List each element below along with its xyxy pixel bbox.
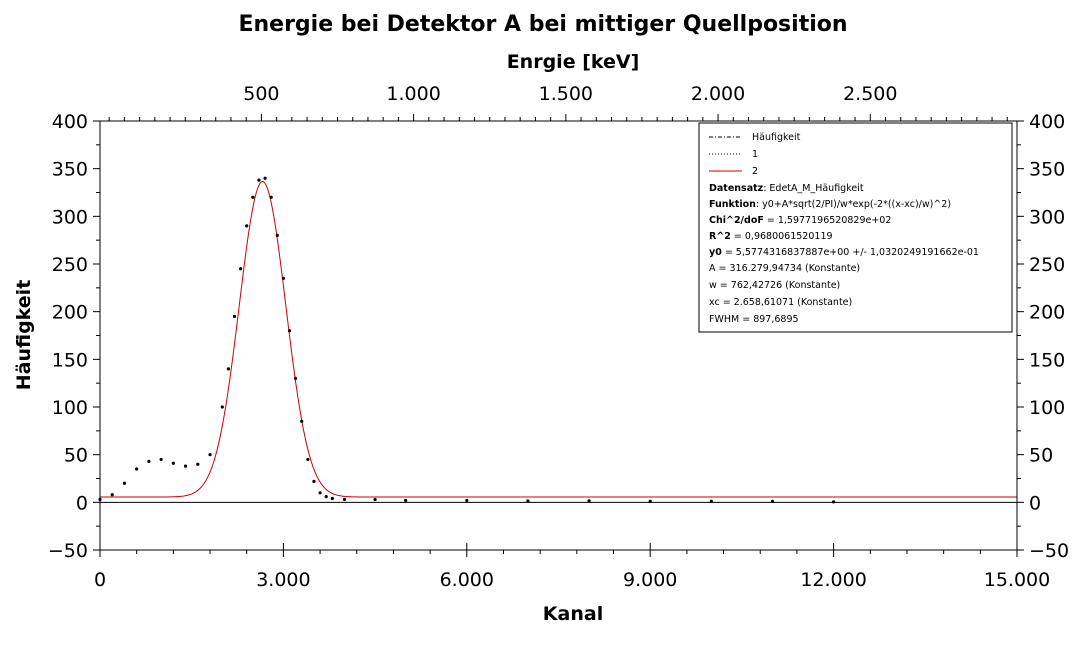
y-tick-label: −50 [48,540,88,562]
x-tick-label: 6.000 [440,569,494,591]
legend-label-haeufigkeit: Häufigkeit [752,132,801,143]
y-tick-label-right: 250 [1029,254,1065,276]
y-tick-label-right: 300 [1029,206,1065,228]
data-point [245,224,249,228]
y-tick-label: 0 [76,492,88,514]
fit-curve [100,181,1017,498]
data-point [183,464,188,468]
x-tick-label: 12.000 [800,569,866,591]
data-point [159,457,163,462]
data-point [171,461,175,465]
data-point [465,498,469,503]
y-tick-label-right: 400 [1029,111,1065,133]
legend-stat-y0: y0 = 5,5774316837887e+00 +/- 1,032024919… [709,247,979,258]
x-tick-label: 3.000 [256,569,310,591]
y-tick-label: 300 [52,206,88,228]
legend-stat-datensatz: Datensatz: EdetA_M_Häufigkeit [709,183,864,194]
y-tick-label: 250 [52,254,88,276]
data-point [257,178,261,182]
legend-stat-r2: R^2 = 0,9680061520119 [709,231,833,242]
x-tick-label: 0 [94,569,106,591]
y-tick-label: 100 [52,397,88,419]
legend-box [698,122,1013,333]
y-tick-label-right: 350 [1029,159,1065,181]
data-point [135,467,139,471]
data-point [239,267,243,271]
legend-stat-xc: xc = 2.658,61071 (Konstante) [709,297,852,308]
top-axis-label: Enrgie [keV] [507,51,640,73]
data-point [147,459,151,463]
data-point [300,419,304,423]
x-tick-label: 9.000 [623,569,677,591]
data-point [287,329,292,333]
legend-stat-chi2: Chi^2/doF = 1,5977196520829e+02 [709,215,891,226]
data-point [122,481,127,485]
y-tick-label-right: 150 [1029,349,1065,371]
y-tick-label: 150 [52,349,88,371]
x2-tick-label: 1.000 [386,83,440,105]
y-tick-label: 200 [52,302,88,324]
data-point [263,176,267,180]
y-tick-label-right: 50 [1029,445,1053,467]
x-axis-label: Kanal [543,603,603,625]
y-tick-label-right: 200 [1029,302,1065,324]
data-point [196,462,200,466]
legend-stat-w: w = 762,42726 (Konstante) [709,280,840,291]
data-point [269,195,273,199]
legend-label-2: 2 [752,166,758,177]
y-tick-label-right: 0 [1029,492,1041,514]
y-axis-label: Häufigkeit [13,280,35,391]
data-point [587,499,591,503]
data-point [226,367,230,371]
legend-label-1: 1 [752,149,758,160]
data-point [526,499,530,503]
data-point [342,497,347,502]
x2-tick-label: 2.500 [843,83,897,105]
x2-tick-label: 2.000 [691,83,745,105]
data-point [275,233,279,237]
y-tick-label: 400 [52,111,88,133]
data-point [232,314,237,319]
data-point [294,376,298,380]
x-tick-label: 15.000 [984,569,1050,591]
legend-stat-fwhm: FWHM = 897,6895 [709,314,799,325]
x2-tick-label: 1.500 [539,83,593,105]
data-point [324,495,328,499]
data-point [318,491,322,495]
data-point [251,195,255,199]
y-tick-label: 350 [52,159,88,181]
legend-stat-funktion: Funktion: y0+A*sqrt(2/PI)/w*exp(-2*((x-x… [709,199,951,210]
data-point [281,276,285,280]
data-point [330,496,334,501]
data-point [312,479,316,483]
x2-tick-label: 500 [243,83,279,105]
data-point [373,497,377,502]
y-tick-label-right: −50 [1029,540,1069,562]
y-tick-label: 50 [64,445,88,467]
data-point [220,405,224,409]
data-point [404,498,408,503]
data-point [208,453,212,457]
data-point [110,493,114,497]
plot-marks [98,176,1017,504]
y-tick-label-right: 100 [1029,397,1065,419]
legend: Häufigkeit 1 2 Datensatz: EdetA_M_Häufig… [698,122,1013,333]
data-point [306,457,310,462]
chart-title: Energie bei Detektor A bei mittiger Quel… [238,12,847,37]
legend-stat-a: A = 316.279,94734 (Konstante) [709,263,860,274]
